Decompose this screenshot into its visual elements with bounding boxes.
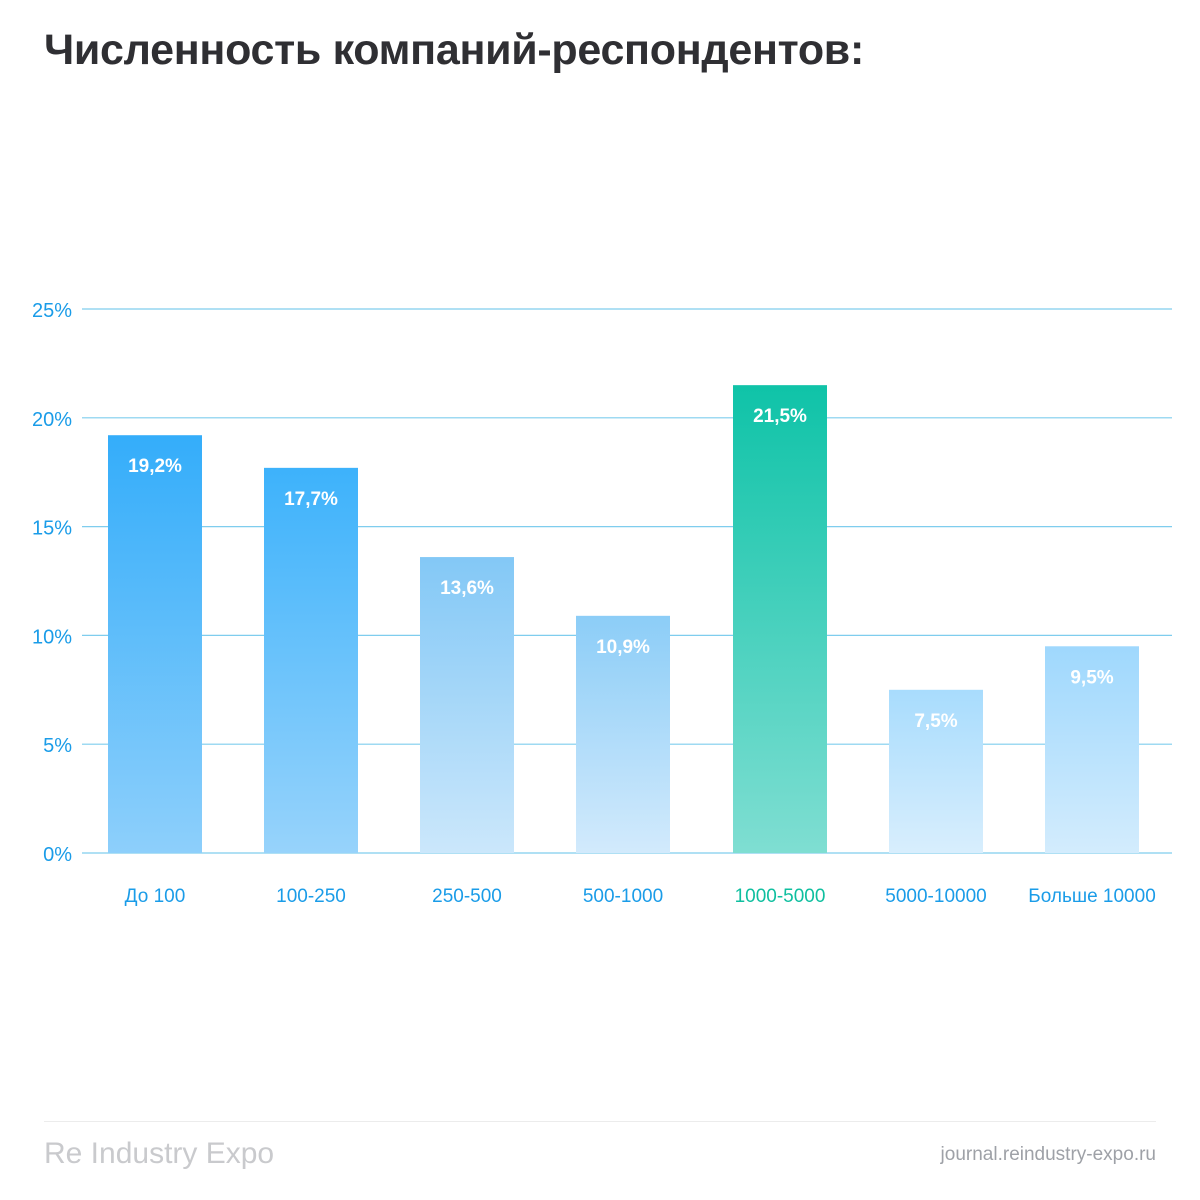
y-tick-label: 15%: [32, 518, 72, 540]
bar-value-label: 9,5%: [1070, 667, 1113, 688]
bar: [889, 689, 983, 853]
bar: [264, 467, 358, 853]
bar: [420, 557, 514, 853]
x-tick-label: Больше 10000: [1028, 886, 1156, 907]
x-tick-label: 500-1000: [583, 886, 663, 907]
x-tick-label: 250-500: [432, 886, 502, 907]
y-tick-label: 10%: [32, 626, 72, 648]
x-tick-label: 1000-5000: [735, 886, 826, 907]
x-axis: До 100 100-250 250-500 500-1000 1000-5000 500…: [125, 886, 1156, 907]
bars: 19,2% 17,7% 13,6% 10,9% 21,5% 7,5% 9,5%: [108, 385, 1139, 853]
y-tick-label: 5%: [43, 735, 72, 757]
footer-url[interactable]: journal.reindustry-expo.ru: [940, 1144, 1156, 1165]
x-tick-label: 100-250: [276, 886, 346, 907]
y-tick-label: 20%: [32, 409, 72, 431]
x-tick-label: До 100: [125, 886, 186, 907]
footer-divider: [44, 1121, 1156, 1122]
chart-title: Численность компаний-респондентов:: [44, 26, 864, 74]
y-axis: 0% 5% 10% 15% 20% 25%: [32, 300, 72, 866]
bar: [1045, 646, 1139, 853]
y-tick-label: 0%: [43, 844, 72, 866]
y-tick-label: 25%: [32, 300, 72, 322]
bar: [108, 435, 202, 853]
bar-value-label: 17,7%: [284, 489, 338, 510]
bar-value-label: 21,5%: [753, 406, 807, 427]
bar: [576, 615, 670, 853]
bar-value-label: 7,5%: [914, 711, 957, 732]
bar-value-label: 19,2%: [128, 456, 182, 477]
x-tick-label: 5000-10000: [885, 886, 986, 907]
brand-logo: Re Industry Expo: [44, 1137, 275, 1170]
bar-value-label: 13,6%: [440, 578, 494, 599]
bar-chart: 0% 5% 10% 15% 20% 25% 19,2% 17,7% 13,6% 10,9% 21,…: [32, 300, 1172, 907]
bar: [733, 385, 827, 853]
bar-value-label: 10,9%: [596, 637, 650, 658]
